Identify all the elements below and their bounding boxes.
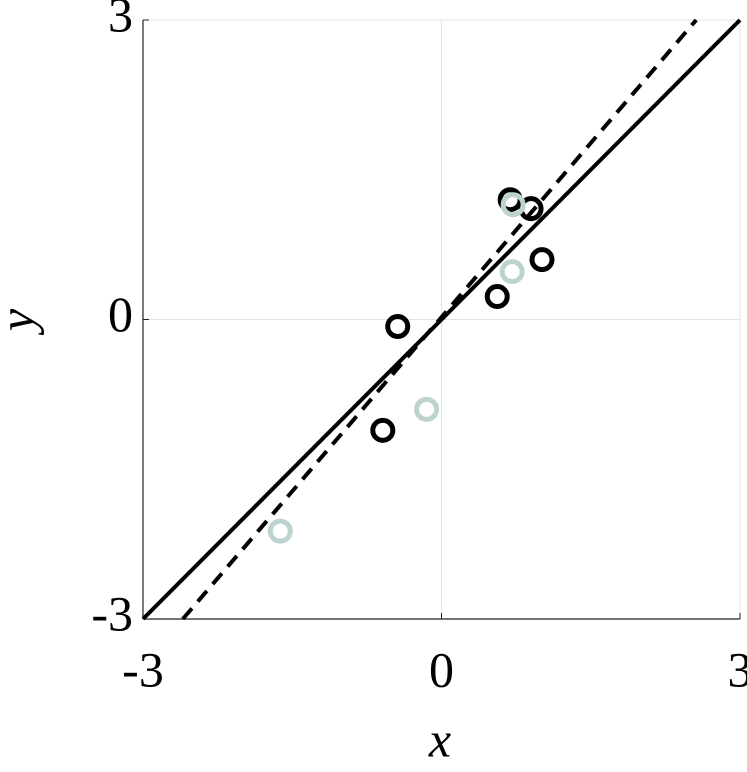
y-tick-label: 0 bbox=[108, 286, 133, 342]
x-axis-label: x bbox=[428, 711, 451, 767]
y-axis-label: y bbox=[0, 308, 44, 336]
x-tick-label: 3 bbox=[728, 641, 747, 697]
y-tick-label: 3 bbox=[108, 0, 133, 42]
y-tick-label: -3 bbox=[91, 585, 133, 641]
x-tick-label: 0 bbox=[429, 641, 454, 697]
x-tick-label: -3 bbox=[122, 641, 164, 697]
